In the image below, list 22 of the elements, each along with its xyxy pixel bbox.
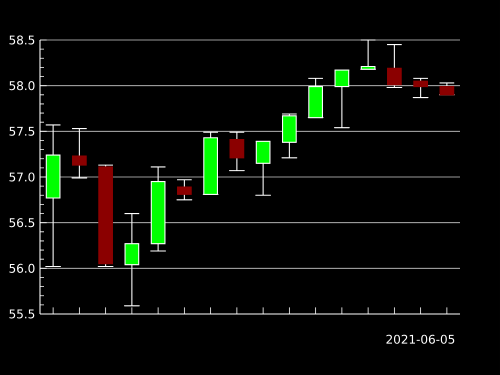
y-tick-label: 57.5 <box>9 126 34 136</box>
candlestick <box>98 164 114 268</box>
candlestick <box>438 82 455 96</box>
candlestick <box>71 128 88 178</box>
candlestick <box>386 44 402 88</box>
candlestick <box>281 113 298 158</box>
candlestick <box>360 39 376 70</box>
candlestick <box>228 132 245 172</box>
candlestick <box>308 78 324 118</box>
candlestick <box>202 132 219 195</box>
y-tick-label: 56.5 <box>9 218 34 228</box>
x-axis-title: 2021-06-05 <box>386 334 454 344</box>
candlestick <box>412 78 429 98</box>
y-tick-label: 58.5 <box>9 35 34 45</box>
y-tick-label: 57.0 <box>9 172 34 182</box>
y-tick-label: 55.5 <box>9 310 34 318</box>
candlestick <box>176 179 192 200</box>
candlestick <box>150 166 166 252</box>
candlestick <box>255 140 272 196</box>
y-tick-label: 56.0 <box>9 264 34 273</box>
y-tick-label: 58.0 <box>9 81 34 90</box>
candlestick <box>334 70 350 128</box>
